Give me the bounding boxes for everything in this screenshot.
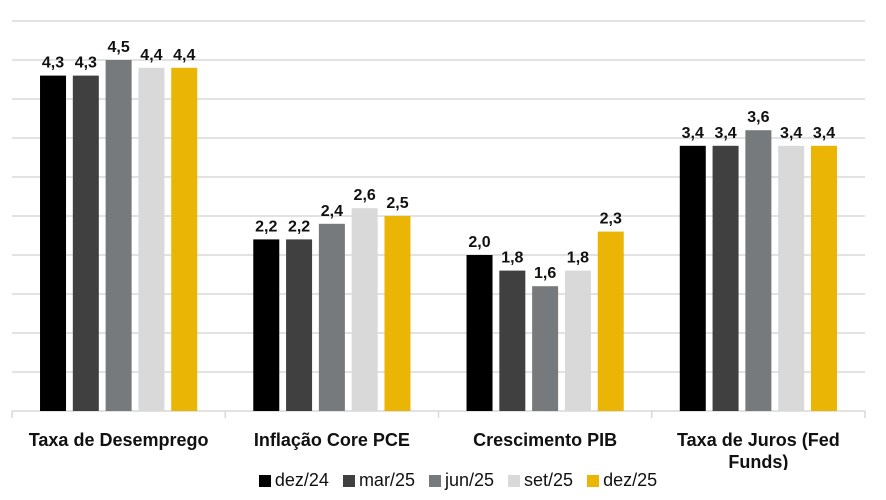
data-label: 3,4 — [682, 125, 704, 142]
data-label: 2,0 — [468, 234, 490, 251]
bar-dez-24 — [679, 145, 706, 412]
legend-item: dez/24 — [258, 470, 329, 491]
legend-item: mar/25 — [342, 470, 415, 491]
category-label: Funds) — [728, 452, 788, 470]
bar-dez-24 — [40, 75, 67, 411]
bar-dez-25 — [810, 145, 837, 412]
data-label: 1,8 — [567, 250, 589, 267]
data-label: 2,2 — [255, 218, 277, 235]
data-label: 4,3 — [42, 55, 64, 72]
legend-item: jun/25 — [428, 470, 495, 491]
legend-item: set/25 — [508, 470, 573, 491]
legend-label: set/25 — [524, 470, 574, 490]
bar-set-25 — [351, 208, 378, 411]
data-label: 2,4 — [321, 203, 343, 220]
legend-label: mar/25 — [358, 470, 415, 490]
data-label: 1,8 — [501, 250, 523, 267]
bar-jun-25 — [105, 60, 132, 411]
data-label: 3,6 — [747, 109, 769, 126]
bar-dez-24 — [253, 239, 280, 411]
data-label: 1,6 — [534, 265, 556, 282]
bar-dez-25 — [171, 67, 198, 412]
legend-label: dez/25 — [603, 470, 658, 490]
legend-label: dez/24 — [274, 470, 329, 490]
category-label: Crescimento PIB — [473, 430, 617, 450]
legend-swatch — [508, 474, 521, 487]
legend: dez/24 mar/25 jun/25 set/25 dez/25 — [0, 470, 886, 491]
bar-mar-25 — [499, 270, 526, 411]
legend-swatch — [342, 474, 355, 487]
data-label: 4,3 — [75, 55, 97, 72]
bar-mar-25 — [72, 75, 99, 411]
bar-set-25 — [564, 270, 591, 411]
category-label: Taxa de Juros (Fed — [677, 430, 840, 450]
bar-dez-25 — [597, 231, 624, 411]
bar-jun-25 — [532, 286, 559, 411]
bar-set-25 — [778, 145, 805, 412]
data-label: 4,5 — [108, 39, 130, 56]
legend-label: jun/25 — [444, 470, 495, 490]
bar-dez-25 — [384, 216, 411, 411]
bar-set-25 — [138, 67, 165, 412]
data-label: 3,4 — [813, 125, 835, 142]
bar-dez-24 — [466, 255, 493, 411]
bar-mar-25 — [286, 239, 313, 411]
category-label: Inflação Core PCE — [254, 430, 410, 450]
data-label: 4,4 — [173, 47, 195, 64]
data-label: 3,4 — [780, 125, 802, 142]
bar-chart: 4,3 4,3 4,5 4,4 4,4 Taxa de Desemprego 2,2 2,2 2… — [11, 20, 866, 470]
bar-mar-25 — [712, 145, 739, 412]
legend-swatch — [428, 474, 441, 487]
legend-swatch — [587, 474, 600, 487]
legend-swatch — [258, 474, 271, 487]
data-label: 2,6 — [354, 187, 376, 204]
data-label: 3,4 — [714, 125, 736, 142]
category-label: Taxa de Desemprego — [29, 430, 209, 450]
bar-jun-25 — [745, 130, 772, 411]
data-label: 2,5 — [386, 195, 408, 212]
data-label: 2,3 — [600, 211, 622, 228]
data-label: 4,4 — [140, 47, 162, 64]
data-label: 2,2 — [288, 218, 310, 235]
bar-jun-25 — [318, 223, 345, 411]
legend-item: dez/25 — [587, 470, 657, 491]
